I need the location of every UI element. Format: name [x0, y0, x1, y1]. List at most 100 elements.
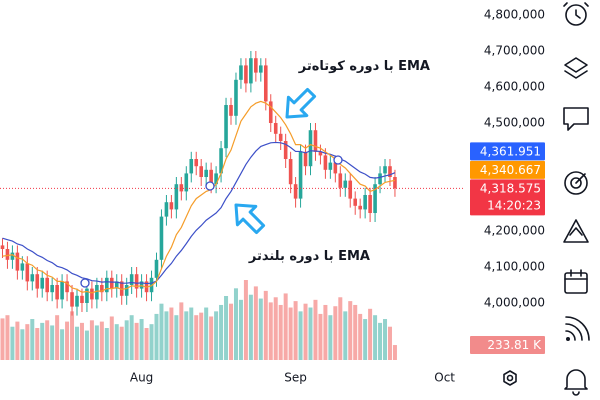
candle-body — [179, 184, 184, 192]
candle-body — [184, 173, 189, 192]
volume-bar — [293, 301, 298, 360]
candle-body — [159, 216, 164, 260]
volume-bar — [25, 324, 30, 360]
candle-body — [318, 151, 323, 156]
candle-body — [273, 123, 278, 134]
chat-button[interactable] — [563, 107, 589, 131]
y-tick-label: 4,500,000 — [484, 116, 545, 130]
target-needle[interactable] — [575, 173, 586, 184]
volume-bar — [358, 313, 363, 360]
ema-line — [2, 100, 396, 294]
marker — [80, 278, 90, 288]
alarm-button[interactable] — [563, 2, 589, 26]
candle-body — [119, 281, 124, 296]
chat-icon[interactable] — [563, 107, 589, 131]
toolbar — [563, 2, 590, 396]
candle-body — [308, 130, 313, 167]
gear-hole[interactable] — [506, 374, 514, 382]
candle-body — [30, 274, 35, 282]
candle-body — [50, 285, 54, 293]
candle-body — [249, 58, 253, 84]
volume-bar — [184, 311, 189, 360]
y-tick-label: 4,700,000 — [484, 44, 545, 58]
candle-body — [45, 277, 49, 293]
stream-dot[interactable] — [566, 337, 570, 341]
candle-body — [134, 274, 139, 289]
target-icon[interactable] — [564, 171, 588, 195]
candle-body — [378, 173, 382, 185]
volume-bar — [343, 311, 348, 360]
candle-body — [124, 285, 129, 296]
ideas-button[interactable] — [563, 219, 589, 243]
volume-bar — [104, 328, 109, 360]
volume-bar — [248, 294, 253, 360]
volume-bar — [214, 311, 219, 360]
volume-bar — [328, 315, 333, 360]
calendar-icon[interactable] — [564, 272, 588, 294]
gear-icon[interactable] — [503, 370, 517, 386]
volume-bar — [144, 328, 149, 360]
target-ring[interactable] — [570, 177, 582, 189]
candle-body — [10, 252, 15, 260]
close-label: 4,318.575 — [480, 181, 541, 195]
ideas-icon[interactable] — [563, 219, 589, 243]
candle-body — [293, 184, 298, 199]
volume-bar — [224, 296, 229, 360]
clock-icon[interactable] — [565, 4, 587, 26]
line-markers — [80, 155, 343, 288]
candle-body — [60, 281, 64, 300]
candle-body — [303, 151, 308, 167]
volume-bar — [50, 325, 55, 360]
clock-hands[interactable] — [563, 2, 589, 19]
candle-body — [333, 162, 338, 174]
volume-bar — [174, 315, 179, 360]
volume-bar — [194, 315, 199, 360]
candle-body — [194, 159, 199, 167]
candle-body — [234, 79, 238, 116]
volume-bar — [169, 307, 174, 360]
volume-bar — [15, 321, 20, 360]
volume-bar — [75, 326, 80, 360]
stream-button[interactable] — [565, 316, 590, 341]
calendar-lines[interactable] — [564, 269, 588, 280]
candle-body — [35, 274, 40, 289]
volume-bar — [253, 286, 258, 360]
volume-bar — [288, 307, 293, 360]
arrow — [234, 203, 266, 235]
layers-button[interactable] — [564, 57, 588, 79]
line-label: 4,340.667 — [480, 163, 541, 177]
candle-body — [55, 285, 59, 300]
volume-bar — [283, 293, 288, 360]
volume-label: 233.81 K — [487, 338, 542, 352]
bell-icon[interactable] — [564, 369, 588, 396]
volume-layer — [0, 280, 397, 360]
close-label-box — [470, 179, 545, 216]
volume-bar — [99, 321, 104, 360]
layers-icon[interactable] — [564, 57, 588, 79]
settings-button[interactable] — [503, 370, 517, 386]
volume-bar — [383, 319, 388, 360]
candle-body — [90, 288, 94, 300]
calendar-button[interactable] — [564, 269, 588, 294]
price-layer — [0, 51, 465, 316]
candle-body — [100, 285, 104, 293]
volume-bar — [109, 316, 114, 360]
candle-body — [65, 281, 69, 293]
volume-bar — [308, 307, 313, 360]
arrow-shape — [285, 87, 317, 119]
candle-body — [244, 65, 248, 84]
volume-bar — [387, 326, 392, 360]
arrow — [285, 87, 317, 119]
stream-icon[interactable] — [565, 316, 590, 341]
volume-bar — [323, 304, 328, 360]
line-label-box — [470, 160, 545, 179]
axis-layer: 4,800,000 4,700,000 4,600,000 4,500,000 4,20… — [130, 8, 545, 385]
target-button[interactable] — [564, 171, 588, 195]
notifications-button[interactable] — [564, 369, 588, 396]
candle-body — [139, 281, 144, 289]
volume-bar — [268, 302, 273, 360]
volume-bar — [243, 280, 248, 360]
volume-bar — [338, 297, 343, 360]
volume-bar — [263, 290, 268, 360]
candle-body — [70, 292, 74, 307]
